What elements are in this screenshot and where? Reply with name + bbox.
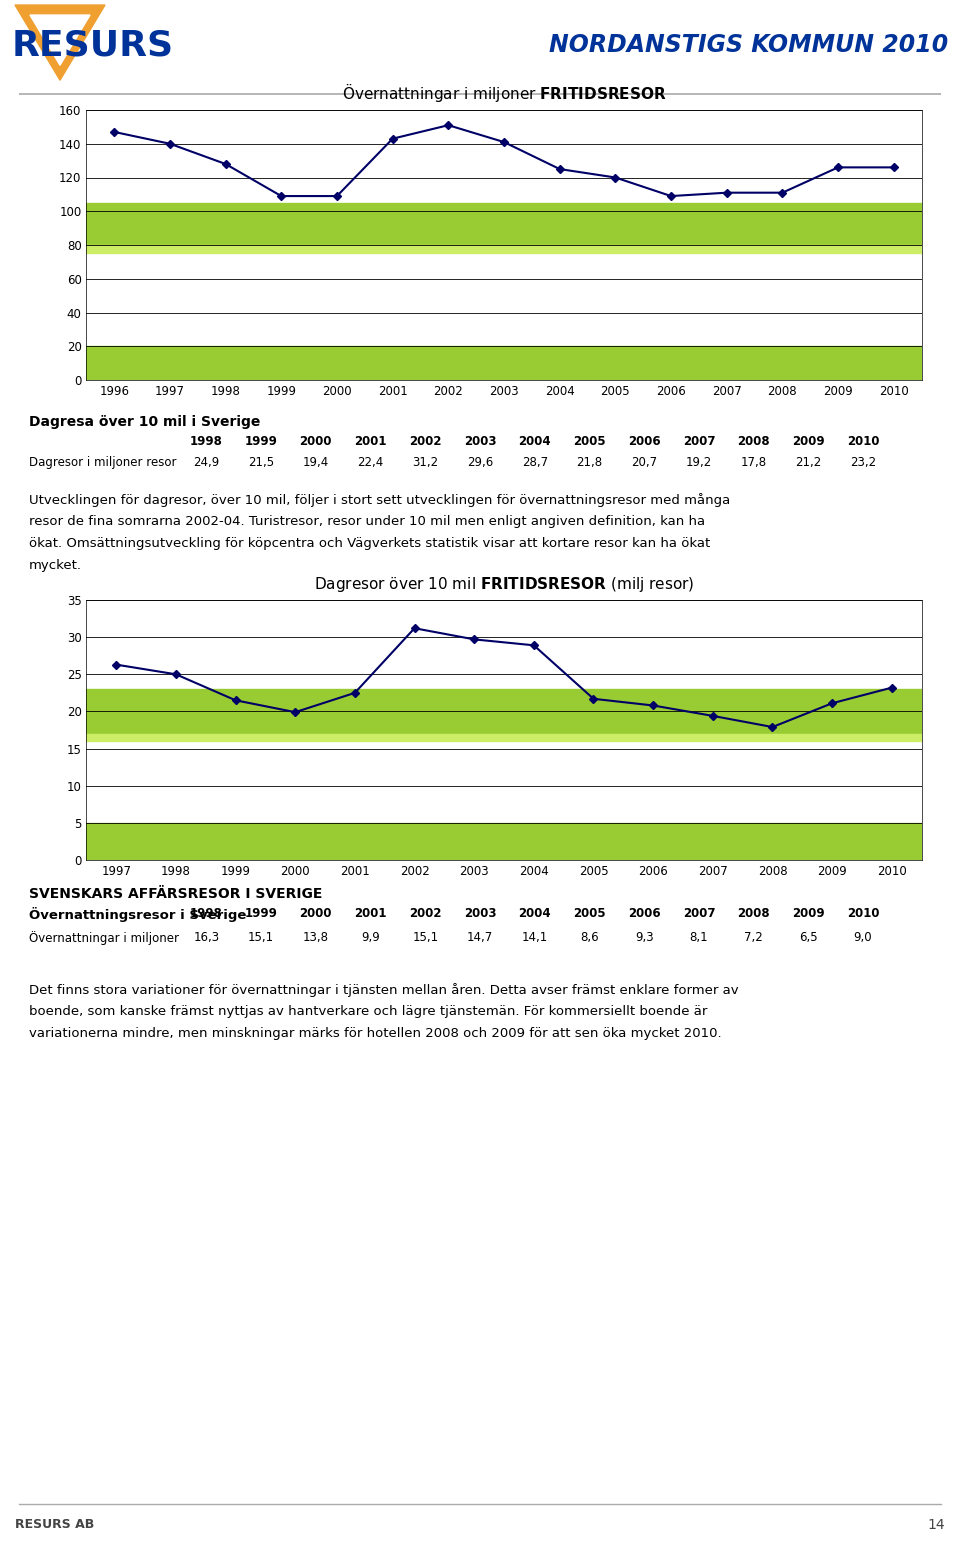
Text: 14,1: 14,1 xyxy=(521,930,548,944)
Text: 1998: 1998 xyxy=(190,436,223,448)
Text: RESURS AB: RESURS AB xyxy=(15,1517,94,1531)
Text: 2000: 2000 xyxy=(300,436,332,448)
Text: 8,6: 8,6 xyxy=(580,930,599,944)
Text: 21,2: 21,2 xyxy=(795,456,822,468)
Text: 2009: 2009 xyxy=(792,436,825,448)
Text: 2000: 2000 xyxy=(300,907,332,920)
Text: 20,7: 20,7 xyxy=(631,456,658,468)
Text: 1999: 1999 xyxy=(245,907,277,920)
Text: Övernattningar i miljoner: Övernattningar i miljoner xyxy=(29,930,179,944)
Text: 31,2: 31,2 xyxy=(412,456,439,468)
Text: 19,2: 19,2 xyxy=(685,456,712,468)
Text: variationerna mindre, men minskningar märks för hotellen 2008 och 2009 för att s: variationerna mindre, men minskningar mä… xyxy=(29,1027,721,1039)
Text: 2008: 2008 xyxy=(737,907,770,920)
Text: 2001: 2001 xyxy=(354,907,387,920)
Text: 2004: 2004 xyxy=(518,907,551,920)
Text: 16,3: 16,3 xyxy=(193,930,220,944)
Text: 21,8: 21,8 xyxy=(576,456,603,468)
Text: resor de fina somrarna 2002-04. Turistresor, resor under 10 mil men enligt angiv: resor de fina somrarna 2002-04. Turistre… xyxy=(29,515,705,527)
Text: 14,7: 14,7 xyxy=(467,930,493,944)
Text: 9,3: 9,3 xyxy=(635,930,654,944)
Text: 19,4: 19,4 xyxy=(302,456,329,468)
Bar xyxy=(86,244,922,254)
Text: 2006: 2006 xyxy=(628,907,660,920)
Text: 2007: 2007 xyxy=(683,907,715,920)
Text: 15,1: 15,1 xyxy=(248,930,275,944)
Bar xyxy=(86,202,922,244)
Text: mycket.: mycket. xyxy=(29,559,82,573)
Text: Dagresa över 10 mil i Sverige: Dagresa över 10 mil i Sverige xyxy=(29,415,260,429)
Text: 2009: 2009 xyxy=(792,907,825,920)
Text: Övernattningsresor i Sverige: Övernattningsresor i Sverige xyxy=(29,907,246,923)
Text: 13,8: 13,8 xyxy=(302,930,329,944)
Text: 6,5: 6,5 xyxy=(799,930,818,944)
Title: Övernattningar i miljoner $\bf{FRITIDSRESOR}$: Övernattningar i miljoner $\bf{FRITIDSRE… xyxy=(342,81,666,104)
Text: 2007: 2007 xyxy=(683,436,715,448)
Text: 24,9: 24,9 xyxy=(193,456,220,468)
Text: 2002: 2002 xyxy=(409,436,442,448)
Text: 21,5: 21,5 xyxy=(248,456,275,468)
Bar xyxy=(86,689,922,734)
Text: 2003: 2003 xyxy=(464,436,496,448)
Text: 2005: 2005 xyxy=(573,436,606,448)
Text: 9,0: 9,0 xyxy=(853,930,873,944)
Text: 15,1: 15,1 xyxy=(412,930,439,944)
Text: 28,7: 28,7 xyxy=(521,456,548,468)
Text: 2002: 2002 xyxy=(409,907,442,920)
Text: SVENSKARS AFFÄRSRESOR I SVERIGE: SVENSKARS AFFÄRSRESOR I SVERIGE xyxy=(29,887,323,901)
Text: 2005: 2005 xyxy=(573,907,606,920)
Text: 17,8: 17,8 xyxy=(740,456,767,468)
Text: 2001: 2001 xyxy=(354,436,387,448)
Text: 14: 14 xyxy=(927,1517,945,1531)
Polygon shape xyxy=(30,16,90,65)
Title: Dagresor över 10 mil $\bf{FRITIDSRESOR}$ (milj resor): Dagresor över 10 mil $\bf{FRITIDSRESOR}$… xyxy=(314,574,694,594)
Text: 7,2: 7,2 xyxy=(744,930,763,944)
Text: 22,4: 22,4 xyxy=(357,456,384,468)
Bar xyxy=(86,347,922,380)
Text: 2010: 2010 xyxy=(847,436,879,448)
Text: 1999: 1999 xyxy=(245,436,277,448)
Text: 1998: 1998 xyxy=(190,907,223,920)
Polygon shape xyxy=(15,5,105,81)
Text: 2008: 2008 xyxy=(737,436,770,448)
Text: boende, som kanske främst nyttjas av hantverkare och lägre tjänstemän. För komme: boende, som kanske främst nyttjas av han… xyxy=(29,1005,708,1018)
Text: 2003: 2003 xyxy=(464,907,496,920)
Text: 29,6: 29,6 xyxy=(467,456,493,468)
Bar xyxy=(86,734,922,741)
Text: RESURS: RESURS xyxy=(12,28,174,62)
Text: 2004: 2004 xyxy=(518,436,551,448)
Text: Dagresor i miljoner resor: Dagresor i miljoner resor xyxy=(29,456,177,468)
Text: NORDANSTIGS KOMMUN 2010: NORDANSTIGS KOMMUN 2010 xyxy=(549,33,948,58)
Text: 8,1: 8,1 xyxy=(689,930,708,944)
Text: 23,2: 23,2 xyxy=(850,456,876,468)
Text: 2006: 2006 xyxy=(628,436,660,448)
Text: Utvecklingen för dagresor, över 10 mil, följer i stort sett utvecklingen för öve: Utvecklingen för dagresor, över 10 mil, … xyxy=(29,493,730,507)
Text: ökat. Omsättningsutveckling för köpcentra och Vägverkets statistik visar att kor: ökat. Omsättningsutveckling för köpcentr… xyxy=(29,537,710,549)
Text: 2010: 2010 xyxy=(847,907,879,920)
Text: Det finns stora variationer för övernattningar i tjänsten mellan åren. Detta avs: Det finns stora variationer för övernatt… xyxy=(29,983,738,997)
Text: 9,9: 9,9 xyxy=(361,930,380,944)
Bar xyxy=(86,823,922,860)
